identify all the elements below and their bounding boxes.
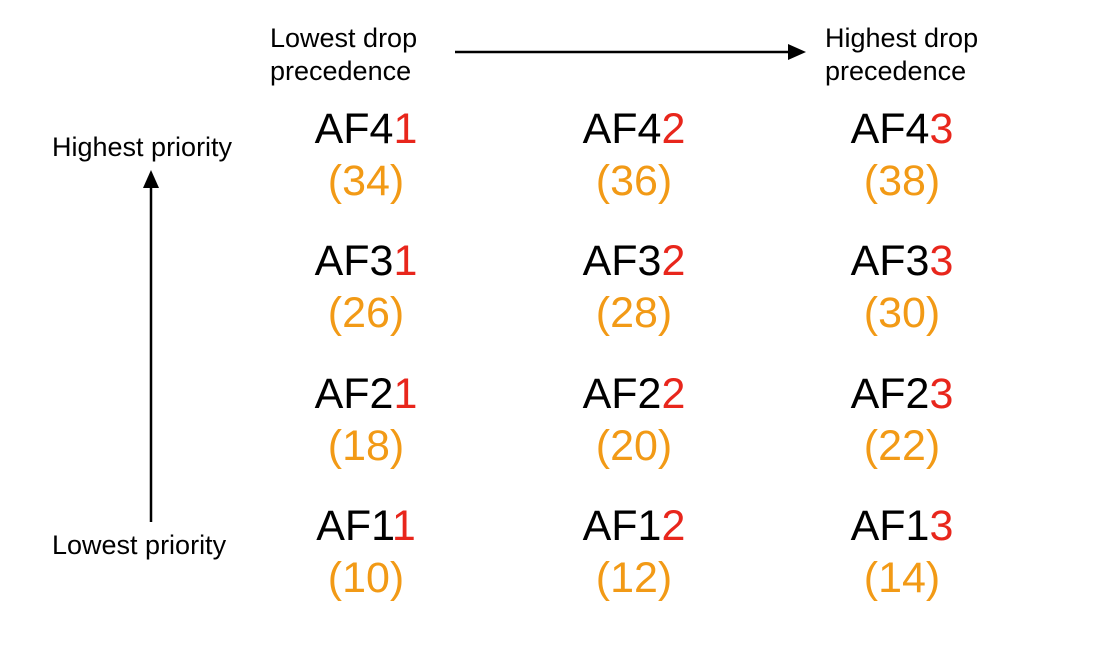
- af-code: AF33: [802, 238, 1002, 284]
- af-code: AF12: [534, 503, 734, 549]
- af-code: AF32: [534, 238, 734, 284]
- af-cell: AF32 (28): [534, 238, 734, 336]
- drop-level-digit: 2: [661, 105, 686, 153]
- highest-priority-label: Highest priority: [52, 132, 233, 162]
- drop-level-digit: 2: [661, 370, 686, 418]
- dscp-value: (28): [595, 289, 673, 337]
- dscp-value: (36): [595, 157, 673, 205]
- af-cell: AF41 (34): [266, 106, 466, 204]
- af-class-prefix: AF1: [582, 502, 662, 550]
- af-class-prefix: AF3: [314, 237, 394, 285]
- drop-level-digit: 1: [393, 370, 418, 418]
- af-code: AF23: [802, 371, 1002, 417]
- dscp-value: (20): [595, 422, 673, 470]
- af-class-prefix: AF3: [582, 237, 662, 285]
- af-code: AF21: [266, 371, 466, 417]
- dscp-value: (18): [327, 422, 405, 470]
- drop-level-digit: 3: [929, 370, 954, 418]
- af-class-prefix: AF4: [314, 105, 394, 153]
- dscp-value: (12): [595, 554, 673, 602]
- af-cell: AF23 (22): [802, 371, 1002, 469]
- highest-drop-line-1: Highest drop: [825, 23, 979, 53]
- af-cell: AF22 (20): [534, 371, 734, 469]
- dscp-value: (22): [863, 422, 941, 470]
- dscp-value: (26): [327, 289, 405, 337]
- dscp-value: (34): [327, 157, 405, 205]
- drop-level-digit: 1: [393, 237, 418, 285]
- lowest-priority-label: Lowest priority: [52, 530, 227, 560]
- af-cell: AF33 (30): [802, 238, 1002, 336]
- drop-level-digit: 1: [393, 105, 418, 153]
- af-class-prefix: AF2: [850, 370, 930, 418]
- af-class-prefix: AF3: [850, 237, 930, 285]
- drop-level-digit: 3: [929, 105, 954, 153]
- af-code: AF22: [534, 371, 734, 417]
- af-code: AF11: [266, 503, 466, 549]
- af-cell: AF13 (14): [802, 503, 1002, 601]
- priority-arrow: [143, 170, 159, 522]
- af-code: AF41: [266, 106, 466, 152]
- af-class-prefix: AF4: [582, 105, 662, 153]
- af-code: AF42: [534, 106, 734, 152]
- dscp-value: (14): [863, 554, 941, 602]
- drop-level-digit: 2: [661, 502, 686, 550]
- af-class-prefix: AF4: [850, 105, 930, 153]
- highest-drop-precedence-label: Highest drop precedence: [825, 22, 978, 88]
- af-cell: AF42 (36): [534, 106, 734, 204]
- af-cell: AF31 (26): [266, 238, 466, 336]
- dscp-value: (30): [863, 289, 941, 337]
- drop-precedence-arrow: [455, 44, 806, 60]
- af-class-prefix: AF1: [316, 502, 392, 550]
- af-cell: AF12 (12): [534, 503, 734, 601]
- af-class-prefix: AF1: [850, 502, 930, 550]
- lowest-drop-line-2: precedence: [270, 56, 412, 86]
- drop-level-digit: 3: [929, 502, 954, 550]
- drop-level-digit: 3: [929, 237, 954, 285]
- drop-level-digit: 1: [391, 502, 416, 550]
- af-cell: AF43 (38): [802, 106, 1002, 204]
- lowest-drop-line-1: Lowest drop: [270, 23, 418, 53]
- af-code: AF43: [802, 106, 1002, 152]
- af-cell: AF21 (18): [266, 371, 466, 469]
- af-class-prefix: AF2: [314, 370, 394, 418]
- dscp-value: (10): [327, 554, 405, 602]
- af-code: AF13: [802, 503, 1002, 549]
- af-class-prefix: AF2: [582, 370, 662, 418]
- af-code: AF31: [266, 238, 466, 284]
- highest-drop-line-2: precedence: [825, 56, 967, 86]
- af-cell: AF11 (10): [266, 503, 466, 601]
- dscp-value: (38): [863, 157, 941, 205]
- lowest-drop-precedence-label: Lowest drop precedence: [270, 22, 417, 88]
- drop-level-digit: 2: [661, 237, 686, 285]
